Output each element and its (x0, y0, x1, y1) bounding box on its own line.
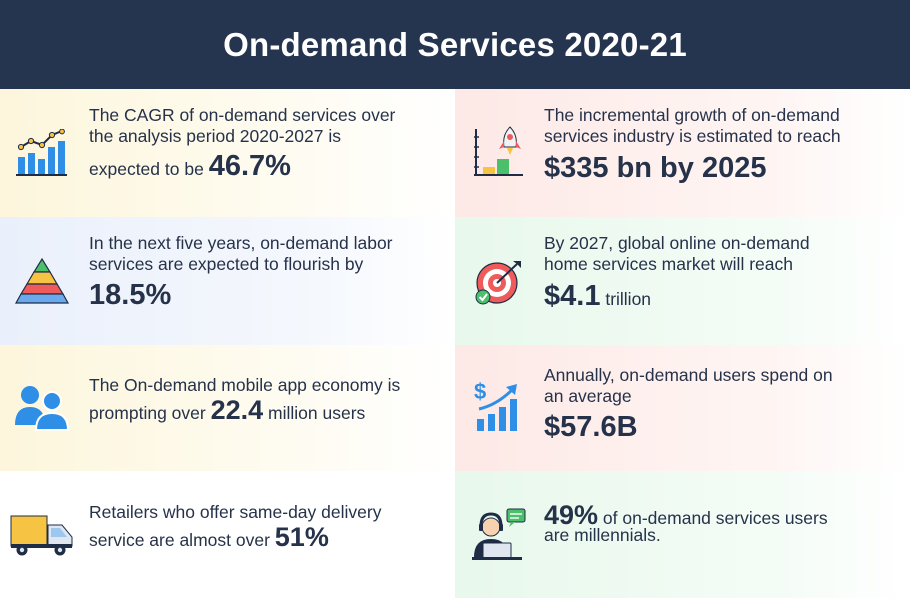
stat-text-line: services are expected to flourish by (89, 254, 364, 274)
stat-text-line: home services market will reach (544, 254, 793, 274)
money-growth-icon: $ (474, 379, 517, 431)
page-header: On-demand Services 2020-21 (0, 0, 910, 89)
stat-prefix: prompting over (89, 403, 206, 423)
stat-value: $57.6B (544, 411, 638, 443)
growth-chart-icon (16, 129, 67, 176)
stat-text-line: Annually, on-demand users spend on (544, 365, 833, 385)
stat-value: 51% (274, 522, 329, 552)
stat-suffix: trillion (605, 289, 652, 309)
stat-value: 18.5% (89, 279, 172, 311)
stat-text-line: By 2027, global online on-demand (544, 233, 810, 253)
page-title: On-demand Services 2020-21 (223, 25, 687, 63)
stat-text-line: The On-demand mobile app economy is (89, 375, 401, 395)
stat-suffix: million users (268, 403, 366, 423)
support-agent-icon (472, 508, 526, 560)
stat-value: $4.1 (544, 280, 601, 312)
stat-value: $335 bn by 2025 (544, 152, 767, 184)
rocket-growth-icon (474, 126, 523, 176)
stat-card-app-economy: The On-demand mobile app economy is prom… (0, 345, 455, 471)
stat-text-line: In the next five years, on-demand labor (89, 233, 393, 253)
stat-card-same-day-delivery: Retailers who offer same-day delivery se… (0, 471, 455, 598)
stat-text-line: the analysis period 2020-2027 is (89, 126, 341, 146)
stat-card-cagr: The CAGR of on-demand services over the … (0, 89, 455, 217)
stat-text-line: an average (544, 386, 632, 406)
stat-text-line: The CAGR of on-demand services over (89, 105, 396, 125)
stat-value: 22.4 (210, 395, 264, 425)
pyramid-icon (14, 257, 70, 304)
stat-card-annual-spend: $ Annually, on-demand users spend on an … (455, 345, 910, 471)
stat-value: 49% (544, 500, 599, 530)
stat-suffix: of on-demand services users (602, 508, 828, 528)
stat-value: 46.7% (208, 150, 291, 182)
stat-text-line: services industry is estimated to reach (544, 126, 841, 146)
stat-text-line: Retailers who offer same-day delivery (89, 502, 382, 522)
stat-card-home-services: By 2027, global online on-demand home se… (455, 217, 910, 345)
stat-prefix: expected to be (89, 159, 204, 179)
users-icon (15, 386, 70, 431)
stat-text-line: The incremental growth of on-demand (544, 105, 840, 125)
target-icon (475, 261, 521, 305)
stat-text-line: are millennials. (544, 525, 661, 545)
stat-card-incremental-growth: The incremental growth of on-demand serv… (455, 89, 910, 217)
stat-prefix: service are almost over (89, 530, 270, 550)
stat-card-millennials: 49% of on-demand services users are mill… (455, 471, 910, 598)
delivery-truck-icon (10, 515, 73, 556)
stat-card-labor-services: In the next five years, on-demand labor … (0, 217, 455, 345)
svg-text:$: $ (474, 379, 486, 404)
